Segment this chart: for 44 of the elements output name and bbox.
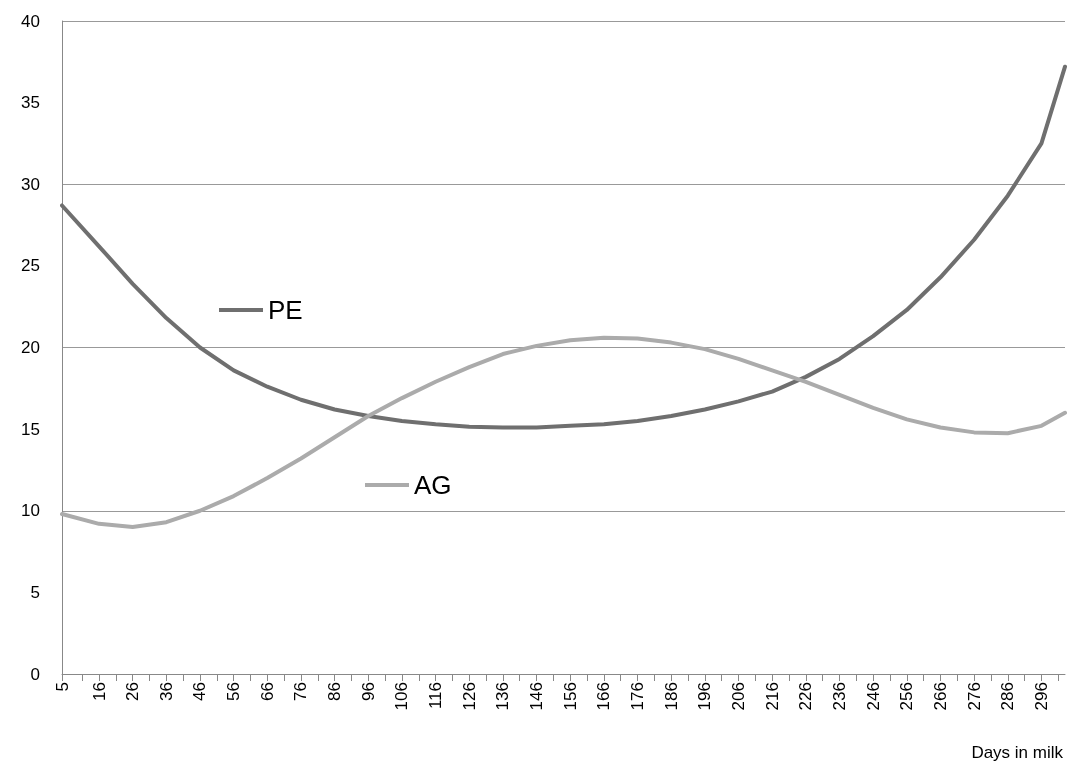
x-tick-label: 206 <box>729 682 749 711</box>
y-tick-label: 5 <box>30 582 40 602</box>
legend-label: PE <box>268 295 303 325</box>
line-series <box>60 64 1067 430</box>
x-tick-label: 136 <box>493 682 513 711</box>
x-tick-label: 56 <box>224 682 244 701</box>
x-tick-label: 236 <box>829 682 849 711</box>
y-tick-label: 30 <box>21 174 40 194</box>
x-tick-label: 276 <box>964 682 984 711</box>
x-tick-label: 86 <box>325 682 345 701</box>
x-tick-label: 256 <box>897 682 917 711</box>
x-tick-label: 196 <box>695 682 715 711</box>
y-tick-label: 10 <box>21 501 40 521</box>
x-tick-label: 166 <box>594 682 614 711</box>
x-tick-label: 176 <box>628 682 648 711</box>
x-tick-label: 186 <box>661 682 681 711</box>
x-tick-label: 216 <box>762 682 782 711</box>
x-tick-label: 16 <box>89 682 109 701</box>
y-tick-label: 40 <box>21 11 40 31</box>
x-tick-label: 246 <box>863 682 883 711</box>
x-tick-label: 46 <box>190 682 210 701</box>
y-tick-label: 20 <box>21 338 40 357</box>
x-tick-label: 286 <box>998 682 1018 711</box>
x-tick-label: 116 <box>426 682 446 710</box>
x-tick-label: 106 <box>392 682 412 711</box>
y-tick-label: 25 <box>21 256 40 276</box>
x-tick-label: 296 <box>1031 682 1051 711</box>
x-tick-label: 146 <box>527 682 547 711</box>
x-tick-label: 156 <box>560 682 580 711</box>
y-tick-label: 15 <box>21 419 40 439</box>
x-tick-label: 76 <box>291 682 311 701</box>
x-tick-label: 36 <box>156 682 176 701</box>
line-series <box>60 335 1067 530</box>
x-axis-title: Days in milk <box>971 743 1064 762</box>
legend-label: AG <box>414 470 452 500</box>
x-tick-label: 96 <box>358 682 378 701</box>
y-tick-label: 0 <box>30 664 40 684</box>
x-tick-label: 66 <box>257 682 277 701</box>
x-tick-label: 126 <box>459 682 479 711</box>
y-tick-label: 35 <box>21 93 40 113</box>
x-tick-label: 26 <box>123 682 143 701</box>
x-tick-label: 5 <box>52 682 72 692</box>
x-tick-label: 266 <box>930 682 950 711</box>
x-tick-label: 226 <box>796 682 816 711</box>
